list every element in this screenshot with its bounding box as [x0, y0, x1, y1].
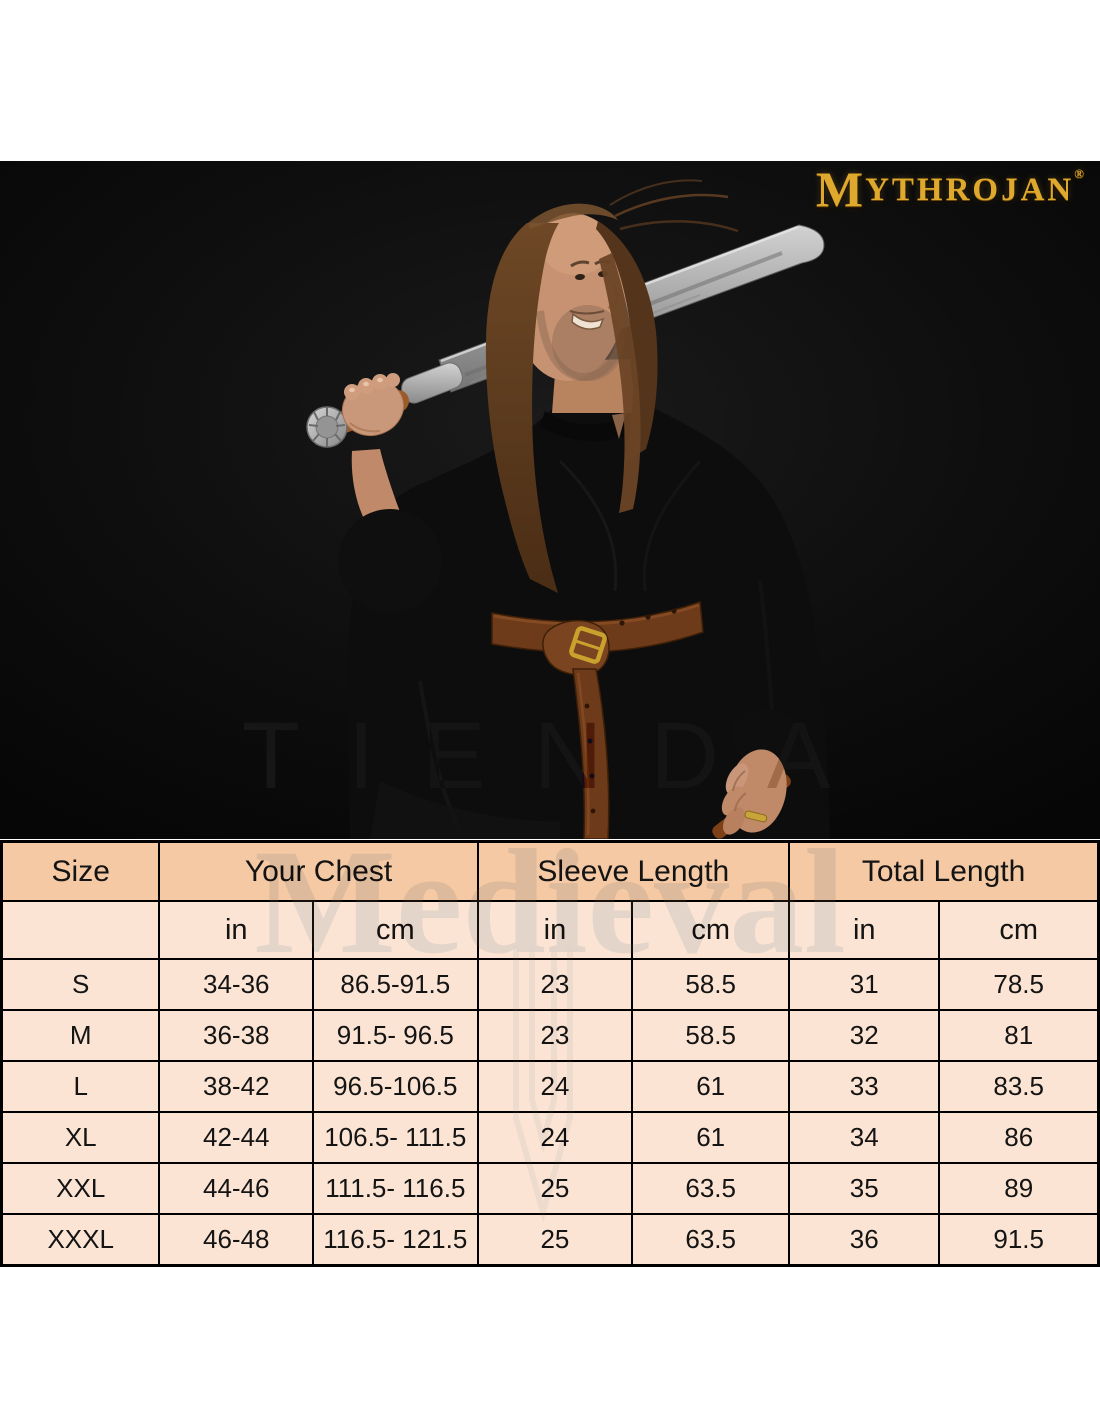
size-chart-cell: 86 [938, 1111, 1100, 1164]
total-unit-cm: cm [938, 900, 1100, 960]
size-chart-cell: 31 [788, 958, 941, 1011]
belt-buckle [569, 626, 607, 664]
header-size: Size [0, 840, 161, 902]
size-chart-header-row: Size Your Chest Sleeve Length Total Leng… [0, 840, 1100, 902]
size-chart-cell: 24 [476, 1060, 634, 1113]
sword-pommel [306, 406, 348, 448]
size-chart-cell: 58.5 [631, 1009, 791, 1062]
size-chart-row-xxxl: XXXL 46-48 116.5- 121.5 25 63.5 36 91.5 [0, 1213, 1100, 1267]
size-chart-cell: L [0, 1060, 161, 1113]
size-chart-row-m: M 36-38 91.5- 96.5 23 58.5 32 81 [0, 1009, 1100, 1062]
sleeve-unit-cm: cm [631, 900, 791, 960]
total-unit-in: in [788, 900, 941, 960]
size-chart-cell: 36 [788, 1213, 941, 1267]
size-chart-cell: 61 [631, 1111, 791, 1164]
brand-initial: M [815, 161, 866, 217]
registered-trademark-symbol: ® [1074, 166, 1084, 181]
size-chart-cell: 25 [476, 1162, 634, 1215]
model-hair [485, 179, 739, 593]
brand-name: YTHROJAN [865, 172, 1075, 208]
size-chart-cell: 46-48 [158, 1213, 315, 1267]
size-chart-cell: XXXL [0, 1213, 161, 1267]
header-sleeve-length: Sleeve Length [476, 840, 791, 902]
chest-unit-cm: cm [312, 900, 479, 960]
size-chart-row-l: L 38-42 96.5-106.5 24 61 33 83.5 [0, 1060, 1100, 1113]
tunic [347, 401, 830, 839]
size-chart-cell: 111.5- 116.5 [312, 1162, 479, 1215]
size-chart-cell: S [0, 958, 161, 1011]
lowered-hand [712, 709, 813, 839]
size-chart-cell: 63.5 [631, 1162, 791, 1215]
size-chart-cell: XL [0, 1111, 161, 1164]
size-chart-cell: 106.5- 111.5 [312, 1111, 479, 1164]
size-chart-cell: 89 [938, 1162, 1100, 1215]
size-chart-cell: 24 [476, 1111, 634, 1164]
units-empty-cell [0, 900, 161, 960]
size-chart-cell: 23 [476, 958, 634, 1011]
size-chart-cell: 96.5-106.5 [312, 1060, 479, 1113]
size-chart-row-xxl: XXL 44-46 111.5- 116.5 25 63.5 35 89 [0, 1162, 1100, 1215]
size-chart-cell: 38-42 [158, 1060, 315, 1113]
raised-arm [338, 373, 442, 613]
size-chart-cell: 25 [476, 1213, 634, 1267]
size-chart-table: Size Your Chest Sleeve Length Total Leng… [0, 840, 1100, 1267]
product-photo: MYTHROJAN® [0, 161, 1100, 839]
model-illustration [0, 161, 1100, 839]
size-chart-row-s: S 34-36 86.5-91.5 23 58.5 31 78.5 [0, 958, 1100, 1011]
size-chart-units-row: in cm in cm in cm [0, 900, 1100, 960]
size-chart-cell: 35 [788, 1162, 941, 1215]
chest-unit-in: in [158, 900, 315, 960]
size-chart-cell: 78.5 [938, 958, 1100, 1011]
size-chart-cell: 44-46 [158, 1162, 315, 1215]
size-chart-cell: 34 [788, 1111, 941, 1164]
size-chart-cell: 61 [631, 1060, 791, 1113]
size-chart-cell: 58.5 [631, 958, 791, 1011]
size-chart-cell: 83.5 [938, 1060, 1100, 1113]
size-chart-row-xl: XL 42-44 106.5- 111.5 24 61 34 86 [0, 1111, 1100, 1164]
size-chart-cell: 23 [476, 1009, 634, 1062]
size-chart-cell: 33 [788, 1060, 941, 1113]
size-chart-cell: 42-44 [158, 1111, 315, 1164]
size-chart-cell: 32 [788, 1009, 941, 1062]
size-chart-cell: 63.5 [631, 1213, 791, 1267]
size-chart-cell: 91.5- 96.5 [312, 1009, 479, 1062]
size-chart-cell: 36-38 [158, 1009, 315, 1062]
header-total-length: Total Length [788, 840, 1100, 902]
brand-logo: MYTHROJAN® [816, 163, 1084, 216]
size-chart-cell: M [0, 1009, 161, 1062]
belt [491, 600, 704, 839]
size-chart-cell: 81 [938, 1009, 1100, 1062]
size-chart-cell: 91.5 [938, 1213, 1100, 1267]
size-chart-cell: 116.5- 121.5 [312, 1213, 479, 1267]
size-chart-cell: XXL [0, 1162, 161, 1215]
size-chart-cell: 86.5-91.5 [312, 958, 479, 1011]
size-chart-cell: 34-36 [158, 958, 315, 1011]
header-your-chest: Your Chest [158, 840, 479, 902]
sleeve-unit-in: in [476, 900, 634, 960]
